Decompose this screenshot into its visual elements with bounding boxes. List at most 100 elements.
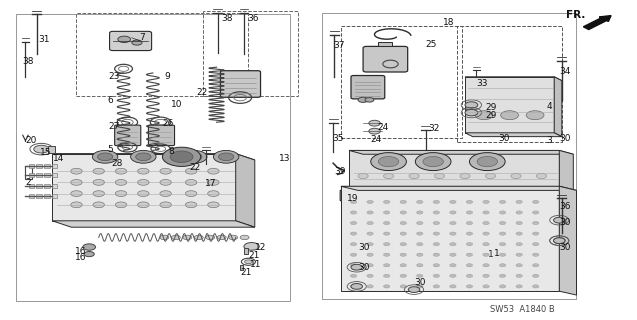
Text: 15: 15 <box>40 148 52 157</box>
Circle shape <box>84 252 94 257</box>
Circle shape <box>533 274 539 277</box>
Circle shape <box>350 243 357 246</box>
Circle shape <box>554 238 565 244</box>
Circle shape <box>554 238 565 244</box>
Circle shape <box>171 235 180 240</box>
Text: 11: 11 <box>250 260 262 269</box>
Circle shape <box>417 221 423 225</box>
Circle shape <box>533 253 539 256</box>
Text: 30: 30 <box>414 278 426 287</box>
Text: 13: 13 <box>279 154 290 163</box>
Text: 36: 36 <box>247 14 259 23</box>
Circle shape <box>93 202 104 208</box>
Circle shape <box>367 243 373 246</box>
Circle shape <box>115 168 127 174</box>
Circle shape <box>115 180 127 185</box>
Polygon shape <box>52 221 255 227</box>
Text: 38: 38 <box>22 57 34 66</box>
Circle shape <box>450 243 456 246</box>
Polygon shape <box>52 154 255 160</box>
Circle shape <box>160 191 171 196</box>
Circle shape <box>400 200 406 204</box>
Circle shape <box>499 200 506 204</box>
Circle shape <box>208 180 219 185</box>
Text: FR.: FR. <box>566 10 585 20</box>
Circle shape <box>371 153 406 171</box>
Circle shape <box>466 264 473 267</box>
Circle shape <box>383 221 390 225</box>
Circle shape <box>477 156 497 167</box>
Text: 23: 23 <box>108 72 120 81</box>
Circle shape <box>350 253 357 256</box>
Text: 16: 16 <box>75 253 87 262</box>
Circle shape <box>516 232 522 235</box>
Text: 39: 39 <box>334 167 345 176</box>
Text: 29: 29 <box>485 111 497 120</box>
Circle shape <box>160 180 171 185</box>
Circle shape <box>433 243 440 246</box>
Circle shape <box>160 168 171 174</box>
Circle shape <box>206 235 215 240</box>
Circle shape <box>511 173 521 179</box>
Text: 30: 30 <box>559 134 571 143</box>
Circle shape <box>138 191 149 196</box>
Circle shape <box>383 285 390 288</box>
Circle shape <box>417 285 423 288</box>
Circle shape <box>433 253 440 256</box>
FancyBboxPatch shape <box>351 76 385 99</box>
Circle shape <box>400 221 406 225</box>
Circle shape <box>34 145 49 153</box>
Circle shape <box>417 274 423 277</box>
Circle shape <box>466 211 473 214</box>
Text: 16: 16 <box>75 247 87 256</box>
Circle shape <box>400 253 406 256</box>
Bar <box>29 184 34 188</box>
Circle shape <box>483 253 489 256</box>
Bar <box>44 173 50 177</box>
Circle shape <box>187 153 202 161</box>
Circle shape <box>367 253 373 256</box>
Circle shape <box>208 202 219 208</box>
Circle shape <box>433 274 440 277</box>
Bar <box>29 173 34 177</box>
Circle shape <box>367 211 373 214</box>
Text: 17: 17 <box>205 179 217 188</box>
Circle shape <box>400 243 406 246</box>
Circle shape <box>350 285 357 288</box>
Circle shape <box>466 253 473 256</box>
Circle shape <box>483 264 489 267</box>
Circle shape <box>229 235 238 240</box>
Circle shape <box>351 264 362 270</box>
Text: 22: 22 <box>196 88 208 97</box>
Circle shape <box>71 180 82 185</box>
Circle shape <box>483 285 489 288</box>
Text: 30: 30 <box>559 243 571 252</box>
Circle shape <box>460 173 470 179</box>
Bar <box>203 11 298 96</box>
FancyBboxPatch shape <box>148 125 175 146</box>
Text: 31: 31 <box>38 36 50 44</box>
FancyBboxPatch shape <box>340 190 360 201</box>
Text: 8: 8 <box>169 147 175 156</box>
Circle shape <box>160 202 171 208</box>
Circle shape <box>450 221 456 225</box>
Circle shape <box>367 232 373 235</box>
Bar <box>52 194 57 198</box>
Circle shape <box>183 235 192 240</box>
Text: 29: 29 <box>485 103 497 112</box>
Circle shape <box>160 235 169 240</box>
Circle shape <box>499 221 506 225</box>
Circle shape <box>71 168 82 174</box>
Bar <box>322 13 576 299</box>
Circle shape <box>97 153 113 161</box>
Text: 32: 32 <box>428 124 440 133</box>
Circle shape <box>423 156 443 167</box>
Text: SW53  A1840 B: SW53 A1840 B <box>490 305 555 314</box>
Text: 6: 6 <box>107 96 113 105</box>
Circle shape <box>350 200 357 204</box>
Circle shape <box>138 202 149 208</box>
Circle shape <box>383 264 390 267</box>
Text: 37: 37 <box>333 41 345 50</box>
Circle shape <box>358 173 368 179</box>
Circle shape <box>433 200 440 204</box>
